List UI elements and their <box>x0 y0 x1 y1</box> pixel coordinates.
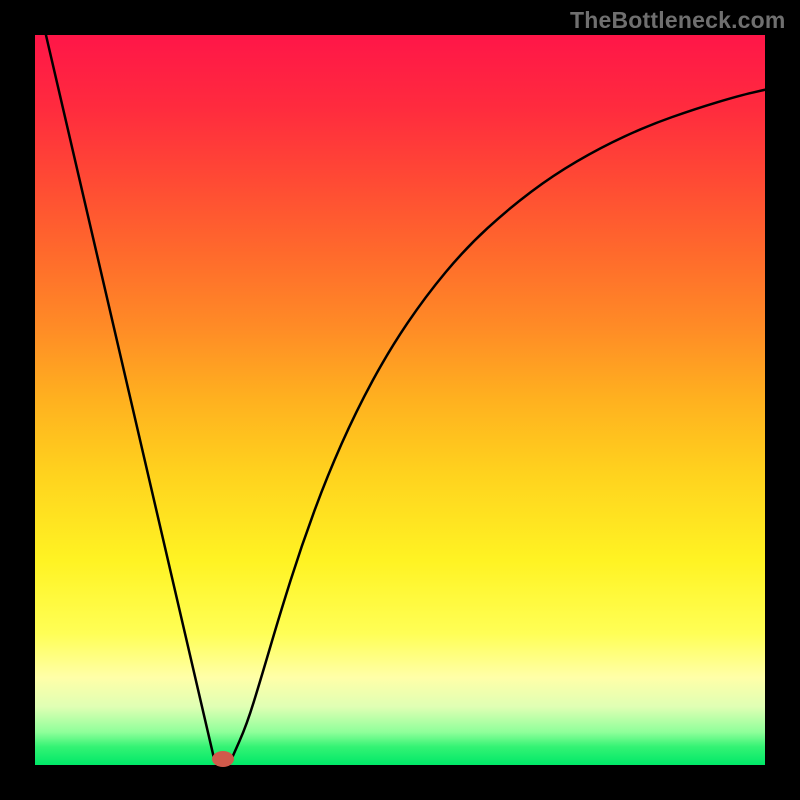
curve-left-segment <box>46 35 214 758</box>
chart-plot-area <box>35 35 765 765</box>
watermark-text: TheBottleneck.com <box>570 7 786 34</box>
chart-svg <box>35 35 765 765</box>
curve-right-segment <box>232 90 765 758</box>
